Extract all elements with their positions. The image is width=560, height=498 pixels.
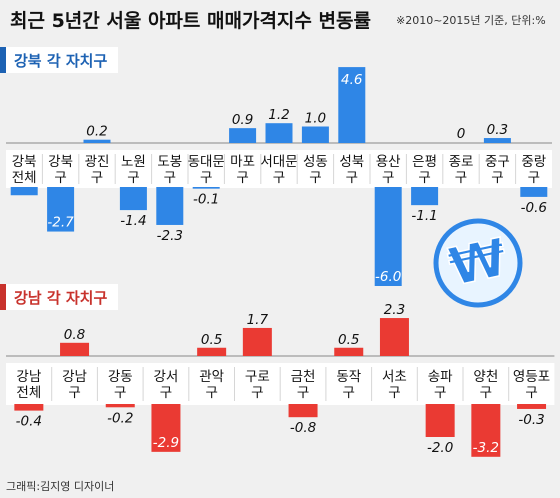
north-value-label: 0.3 xyxy=(487,122,508,138)
south-header-label: 강남 각 자치구 xyxy=(14,289,107,307)
north-bar xyxy=(192,187,220,189)
south-bar xyxy=(197,347,227,356)
north-category-label: 서대문 구 xyxy=(260,154,297,186)
south-value-label: -3.2 xyxy=(473,440,499,456)
north-bar xyxy=(10,187,38,196)
north-category-label: 중구 구 xyxy=(485,154,510,186)
south-value-label: -0.4 xyxy=(16,414,42,430)
north-category-label: 중랑 구 xyxy=(521,154,546,186)
north-value-label: -2.3 xyxy=(157,228,183,244)
south-bar xyxy=(517,404,547,409)
north-header: 강북 각 자치구 xyxy=(0,47,118,73)
north-header-label: 강북 각 자치구 xyxy=(14,52,107,70)
south-value-label: 0.8 xyxy=(64,327,85,343)
south-category-label: 영등포 구 xyxy=(513,369,550,401)
south-bar xyxy=(425,404,455,437)
north-value-label: -1.1 xyxy=(411,208,437,224)
chart-subtitle: ※2010~2015년 기준, 단위:% xyxy=(396,14,546,27)
north-value-label: -1.4 xyxy=(120,213,146,229)
north-value-label: 4.6 xyxy=(341,72,362,88)
south-header: 강남 각 자치구 xyxy=(0,284,118,310)
north-bar xyxy=(83,139,111,143)
south-bar xyxy=(379,318,409,356)
north-category-label: 용산 구 xyxy=(376,154,401,186)
south-bar xyxy=(105,404,135,408)
south-category-label: 금천 구 xyxy=(291,369,316,401)
south-chart: 강남 전체 -0.4 강남 구 0.8 강동 구 -0.2 강서 구 -2.9 관악 구 0.5 구로 구 1.7… xyxy=(6,302,555,457)
north-value-label: 1.0 xyxy=(305,111,326,127)
south-value-label: 2.3 xyxy=(384,302,405,318)
south-value-label: -0.3 xyxy=(518,412,544,428)
chart-title: 최근 5년간 서울 아파트 매매가격지수 변동률 xyxy=(10,10,371,32)
south-category-label: 강남 구 xyxy=(62,369,87,401)
north-value-label: -0.1 xyxy=(193,192,219,208)
north-category-label: 노원 구 xyxy=(121,154,146,186)
north-value-label: -6.0 xyxy=(375,269,401,285)
south-category-label: 서초 구 xyxy=(382,369,407,401)
north-value-label: 1.2 xyxy=(268,107,289,123)
south-category-label: 강서 구 xyxy=(154,369,179,401)
north-bar xyxy=(229,128,257,143)
north-category-label: 성동 구 xyxy=(303,154,328,186)
north-label-strip xyxy=(6,150,552,188)
south-bar xyxy=(334,347,364,356)
north-bar xyxy=(119,187,147,211)
south-header-accent xyxy=(0,284,6,310)
south-bar xyxy=(151,404,181,452)
won-symbol-ring xyxy=(433,218,523,308)
north-header-bg xyxy=(0,47,118,73)
south-category-label: 양천 구 xyxy=(473,369,498,401)
north-bar xyxy=(301,126,329,143)
south-bar xyxy=(288,404,318,418)
south-value-label: -0.8 xyxy=(290,420,316,436)
south-category-label: 동작 구 xyxy=(336,369,361,401)
north-category-label: 도봉 구 xyxy=(157,154,182,186)
north-chart: 강북 전체 강북 구 -2.7 광진 구 0.2 노원 구 -1.4 도봉 구 -2.3 동대문 구 -0.1 마… xyxy=(6,67,552,286)
south-category-label: 관악 구 xyxy=(199,369,224,401)
south-category-label: 구로 구 xyxy=(245,369,270,401)
north-bar xyxy=(47,187,75,232)
south-category-label: 강남 전체 xyxy=(16,369,41,401)
north-bar xyxy=(265,123,293,143)
north-value-label: 0.2 xyxy=(86,124,107,140)
north-category-label: 은평 구 xyxy=(412,154,437,186)
north-value-label: 0 xyxy=(457,126,466,142)
south-category-label: 송파 구 xyxy=(428,369,453,401)
south-header-bg xyxy=(0,284,118,310)
won-symbol-glyph: ₩ xyxy=(444,228,513,299)
north-bar xyxy=(156,187,184,225)
south-value-label: 1.7 xyxy=(247,312,269,328)
north-category-label: 강북 구 xyxy=(48,154,73,186)
north-category-label: 종로 구 xyxy=(449,154,474,186)
credit-text: 그래픽:김지영 디자이너 xyxy=(6,480,114,493)
north-header-accent xyxy=(0,47,6,73)
north-value-label: -0.6 xyxy=(521,200,547,216)
north-category-label: 마포 구 xyxy=(230,154,255,186)
won-symbol: ₩ xyxy=(433,218,523,308)
north-bar xyxy=(520,187,548,197)
north-bar xyxy=(483,138,511,143)
north-category-label: 강북 전체 xyxy=(12,154,37,186)
south-bar xyxy=(471,404,501,457)
south-bar xyxy=(14,404,44,411)
north-bar xyxy=(411,187,439,206)
south-bar xyxy=(60,342,90,356)
north-value-label: 0.9 xyxy=(232,112,253,128)
north-bar xyxy=(374,187,402,286)
south-value-label: -0.2 xyxy=(107,410,133,426)
north-category-label: 성북 구 xyxy=(339,154,364,186)
south-value-label: 0.5 xyxy=(338,332,359,348)
north-value-label: -2.7 xyxy=(47,215,74,231)
south-category-label: 강동 구 xyxy=(108,369,133,401)
south-value-label: -2.9 xyxy=(153,435,179,451)
north-category-label: 광진 구 xyxy=(85,154,110,186)
north-bar xyxy=(338,67,366,143)
south-bar xyxy=(242,327,272,356)
south-value-label: 0.5 xyxy=(201,332,222,348)
north-category-label: 동대문 구 xyxy=(188,154,225,186)
south-value-label: -2.0 xyxy=(427,440,453,456)
